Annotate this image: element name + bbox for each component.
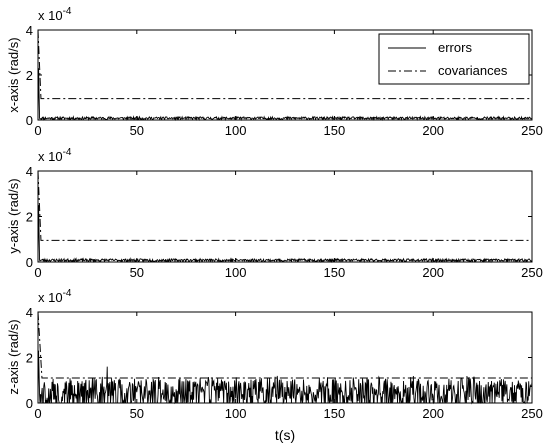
y-tick-label: 2 xyxy=(26,68,33,83)
series-covariances xyxy=(37,29,532,100)
plot-area-y xyxy=(37,170,533,263)
legend-box xyxy=(378,33,530,85)
x-tick-label: 50 xyxy=(130,123,144,138)
x-ticks-panel-1: 0 50 100 150 200 250 xyxy=(34,30,543,138)
panel-y-axis: x 10-4 y-axis (rad/s) 0 50 100 150 200 250 0 2… xyxy=(6,147,543,280)
y-tick-label: 4 xyxy=(26,23,33,38)
x-tick-label: 250 xyxy=(521,265,543,280)
x-tick-label: 0 xyxy=(34,265,41,280)
x-ticks-panel-2: 0 50 100 150 200 250 xyxy=(34,171,543,280)
series-covariances xyxy=(37,311,532,379)
x-tick-label: 50 xyxy=(130,406,144,421)
x-tick-label: 150 xyxy=(324,123,346,138)
x-tick-label: 100 xyxy=(225,123,247,138)
x-tick-label: 0 xyxy=(34,123,41,138)
series-panel-2 xyxy=(37,170,533,264)
y-ticks-panel-3: 0 2 4 xyxy=(26,305,532,411)
x-ticks-panel-3: 0 50 100 150 200 250 xyxy=(34,312,543,421)
y-tick-label: 0 xyxy=(26,255,33,270)
x-tick-label: 50 xyxy=(130,265,144,280)
y-tick-label: 2 xyxy=(26,210,33,225)
series-panel-3 xyxy=(37,311,533,405)
x-tick-label: 0 xyxy=(34,406,41,421)
series-covariances xyxy=(37,170,532,241)
y-exponent-x: x 10-4 xyxy=(38,6,72,23)
y-tick-label: 4 xyxy=(26,305,33,320)
x-tick-label: 150 xyxy=(324,265,346,280)
x-tick-label: 250 xyxy=(521,123,543,138)
legend-errors-label: errors xyxy=(438,40,472,55)
y-axis-label-z: z-axis (rad/s) xyxy=(6,319,21,394)
x-tick-label: 200 xyxy=(422,265,444,280)
legend-covariances-label: covariances xyxy=(438,63,508,78)
y-tick-label: 0 xyxy=(26,113,33,128)
series-panel-1 xyxy=(37,29,533,122)
x-tick-label: 250 xyxy=(521,406,543,421)
y-exponent-z: x 10-4 xyxy=(38,288,72,305)
x-tick-label: 150 xyxy=(324,406,346,421)
y-tick-label: 4 xyxy=(26,164,33,179)
y-axis-label-x: x-axis (rad/s) xyxy=(6,37,21,112)
panel-z-axis: x 10-4 z-axis (rad/s) 0 50 100 150 200 250 0 2… xyxy=(6,288,543,443)
panel-x-axis: x 10-4 x-axis (rad/s) 0 50 100 150 200 250 0 2… xyxy=(6,6,543,138)
x-tick-label: 200 xyxy=(422,123,444,138)
y-ticks-panel-2: 0 2 4 xyxy=(26,164,532,270)
series-errors xyxy=(37,205,533,264)
y-tick-label: 2 xyxy=(26,351,33,366)
x-tick-label: 100 xyxy=(225,406,247,421)
x-tick-label: 100 xyxy=(225,265,247,280)
series-errors xyxy=(37,350,533,405)
x-tick-label: 200 xyxy=(422,406,444,421)
x-axis-label: t(s) xyxy=(275,427,295,443)
y-tick-label: 0 xyxy=(26,396,33,411)
series-errors xyxy=(37,68,533,122)
y-axis-label-y: y-axis (rad/s) xyxy=(6,178,21,253)
y-exponent-y: x 10-4 xyxy=(38,147,72,164)
legend: errors covariances xyxy=(378,33,530,85)
